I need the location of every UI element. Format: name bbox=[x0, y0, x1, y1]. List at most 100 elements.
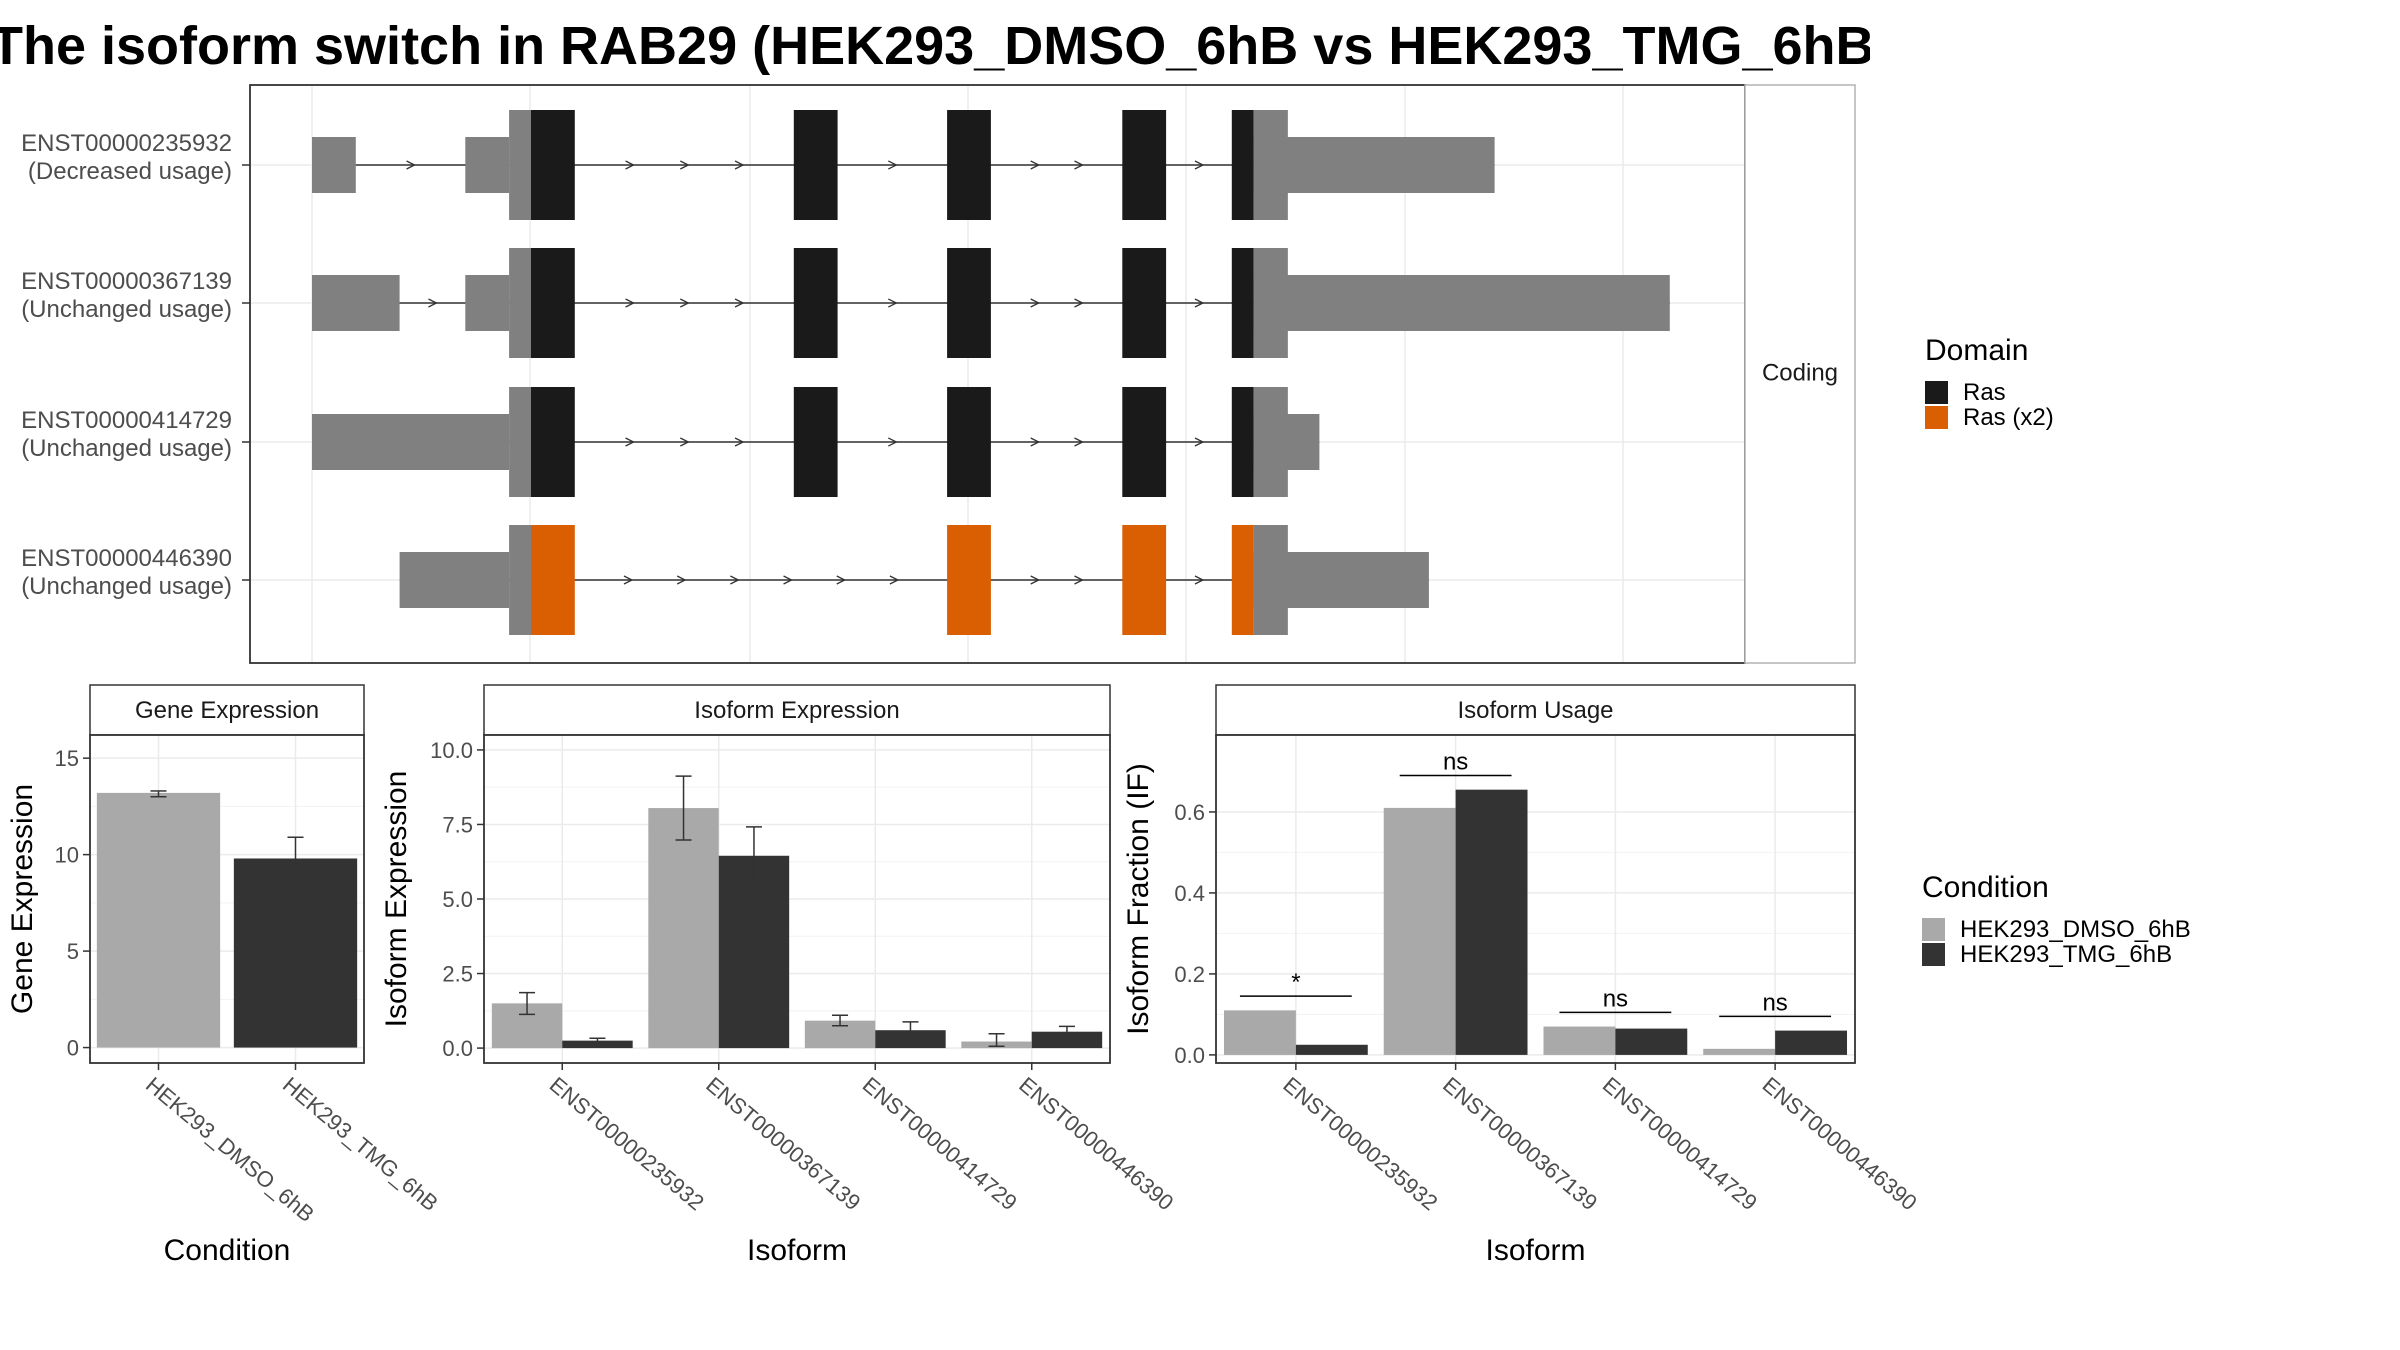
ras-domain-exon bbox=[531, 248, 575, 358]
ras-domain-exon bbox=[947, 248, 991, 358]
utr3-junction bbox=[1253, 110, 1288, 220]
intron-arrow bbox=[1074, 575, 1084, 585]
y-tick-label: 5.0 bbox=[442, 887, 473, 912]
utr5-exon bbox=[312, 275, 400, 331]
intron-arrow bbox=[734, 160, 745, 170]
chart-title: The isoform switch in RAB29 (HEK293_DMSO… bbox=[0, 16, 1870, 76]
intron-arrow bbox=[625, 298, 636, 308]
ras-domain-exon bbox=[1231, 248, 1254, 358]
bar bbox=[1775, 1030, 1848, 1055]
panel-border bbox=[89, 734, 365, 1064]
transcript-usage-label: (Unchanged usage) bbox=[21, 435, 232, 462]
intron-arrow bbox=[680, 160, 690, 170]
bar bbox=[875, 1030, 946, 1049]
bar bbox=[648, 808, 719, 1049]
strip-label: Isoform Usage bbox=[1457, 697, 1613, 724]
bar bbox=[233, 858, 358, 1048]
strip-label-coding: Coding bbox=[1762, 359, 1838, 386]
intron-arrow bbox=[625, 160, 636, 170]
ras-domain-exon bbox=[531, 110, 575, 220]
ras-domain-exon bbox=[793, 387, 838, 497]
intron-arrow bbox=[730, 575, 740, 585]
x-tick-label: ENST00000414729 bbox=[858, 1072, 1022, 1215]
x-axis-title: Isoform bbox=[1485, 1234, 1585, 1267]
ras-domain-exon bbox=[947, 110, 991, 220]
y-tick-label: 15 bbox=[55, 746, 79, 771]
y-tick-label: 0.4 bbox=[1174, 881, 1205, 906]
intron-arrow bbox=[1030, 575, 1041, 585]
y-tick-label: 7.5 bbox=[442, 812, 473, 837]
y-tick-label: 0.2 bbox=[1174, 962, 1205, 987]
ras-domain-exon bbox=[947, 387, 991, 497]
intron-arrow bbox=[625, 437, 636, 447]
legend-key-swatch bbox=[1925, 381, 1948, 404]
ras-domain-exon bbox=[1231, 387, 1254, 497]
y-tick-label: 10 bbox=[55, 843, 79, 868]
bar bbox=[1031, 1031, 1103, 1049]
y-axis-title: Gene Expression bbox=[6, 784, 39, 1014]
x-tick-label: ENST00000367139 bbox=[1438, 1072, 1602, 1215]
intron-arrow bbox=[680, 437, 690, 447]
y-axis-title: Isoform Expression bbox=[380, 771, 413, 1028]
legend-key-label: HEK293_TMG_6hB bbox=[1960, 941, 2172, 968]
transcript-id-label: ENST00000235932 bbox=[21, 130, 232, 157]
utr5-exon bbox=[399, 552, 510, 608]
ras-domain-exon bbox=[1122, 525, 1167, 635]
utr3-exon bbox=[1253, 275, 1670, 331]
utr5-exon bbox=[465, 137, 510, 193]
intron-arrow bbox=[1030, 160, 1041, 170]
utr5-cds-junction bbox=[509, 387, 531, 497]
y-tick-label: 0 bbox=[67, 1036, 79, 1061]
legend-title-domain: Domain bbox=[1925, 334, 2028, 367]
isoform-usage-panel: Isoform Usage * ns ns ns 0.0 0.2 0.4 0.6 ENST0000… bbox=[1122, 684, 1922, 1267]
x-tick-label: ENST00000235932 bbox=[545, 1072, 709, 1215]
x-axis-title: Condition bbox=[164, 1234, 291, 1267]
intron-arrow bbox=[1194, 575, 1205, 585]
transcript-usage-label: (Unchanged usage) bbox=[21, 296, 232, 323]
transcript-usage-label: (Decreased usage) bbox=[28, 158, 232, 185]
utr5-exon bbox=[312, 414, 510, 470]
y-tick-label: 0.0 bbox=[442, 1036, 473, 1061]
ras-domain-exon bbox=[531, 387, 575, 497]
ras-domain-exon bbox=[531, 525, 575, 635]
intron-arrow bbox=[783, 575, 793, 585]
strip-background bbox=[1744, 84, 1856, 664]
intron-arrow bbox=[1194, 298, 1205, 308]
intron-arrow bbox=[406, 160, 417, 170]
bar bbox=[1703, 1048, 1776, 1055]
y-tick-label: 10.0 bbox=[430, 738, 473, 763]
x-tick-label: ENST00000235932 bbox=[1278, 1072, 1442, 1215]
utr3-junction bbox=[1253, 387, 1288, 497]
y-axis-title: Isoform Fraction (IF) bbox=[1122, 763, 1155, 1035]
panel-border bbox=[1215, 734, 1856, 1064]
x-axis-title: Isoform bbox=[747, 1234, 847, 1267]
significance-label: * bbox=[1291, 969, 1300, 996]
intron-arrow bbox=[680, 298, 690, 308]
ras-domain-exon bbox=[1231, 110, 1254, 220]
bar bbox=[1223, 1010, 1296, 1055]
significance-label: ns bbox=[1443, 748, 1468, 775]
legend-key-swatch bbox=[1925, 406, 1948, 429]
legend-key-swatch bbox=[1922, 918, 1945, 941]
utr5-cds-junction bbox=[509, 110, 531, 220]
intron-arrow bbox=[889, 575, 900, 585]
utr5-cds-junction bbox=[509, 525, 531, 635]
intron-arrow bbox=[623, 575, 634, 585]
bar bbox=[1455, 789, 1528, 1055]
ras-domain-exon bbox=[793, 248, 838, 358]
transcript-id-label: ENST00000414729 bbox=[21, 407, 232, 434]
panel-background bbox=[1216, 735, 1855, 1063]
y-tick-label: 0.0 bbox=[1174, 1043, 1205, 1068]
transcript-id-label: ENST00000446390 bbox=[21, 545, 232, 572]
y-tick-label: 5 bbox=[67, 939, 79, 964]
bar bbox=[1295, 1044, 1368, 1055]
utr5-cds-junction bbox=[509, 248, 531, 358]
intron-arrow bbox=[1194, 437, 1205, 447]
intron-arrow bbox=[1074, 298, 1084, 308]
ras-domain-exon bbox=[793, 110, 838, 220]
bar bbox=[1543, 1026, 1616, 1055]
intron-arrow bbox=[676, 575, 687, 585]
strip-background bbox=[483, 684, 1111, 736]
